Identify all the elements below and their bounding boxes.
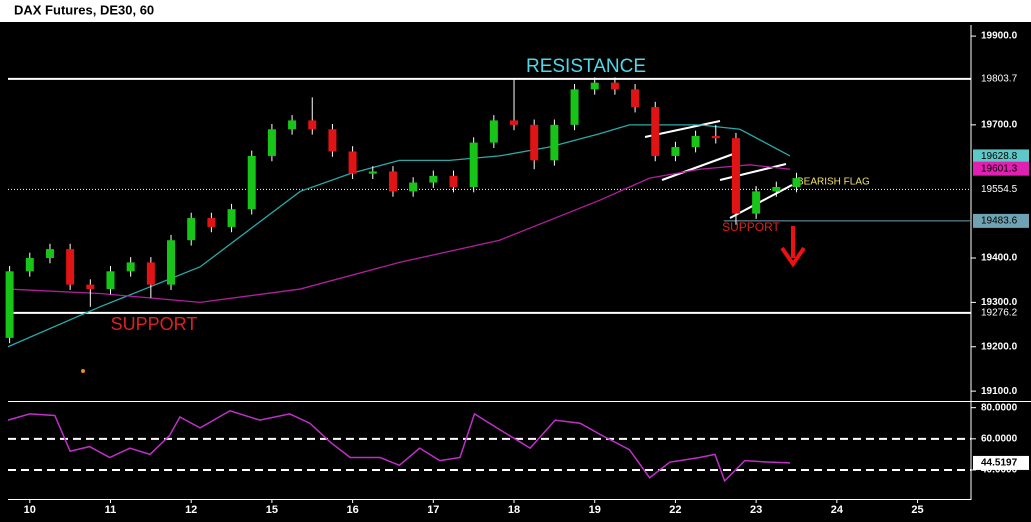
candle-body (792, 178, 801, 187)
rsi-tick-label: 80.0000 (981, 402, 1018, 413)
channel-line (719, 163, 787, 181)
candle-body (449, 175, 458, 187)
candle-body (126, 262, 135, 272)
candle-body (510, 120, 519, 125)
support-label-box (973, 213, 1029, 228)
x-tick-label: 17 (427, 504, 439, 516)
rsi-current-box (973, 455, 1029, 470)
candle-body (429, 175, 438, 183)
candle-body (409, 182, 418, 192)
level-label-box (973, 182, 1029, 197)
candle-body (610, 82, 619, 90)
candle-body (167, 240, 176, 285)
x-tick-label: 10 (24, 504, 36, 516)
price-label: 19601.3 (981, 163, 1018, 174)
y-tick-label: 19400.0 (981, 253, 1018, 264)
x-tick-label: 18 (508, 504, 520, 516)
candle-body (388, 171, 397, 192)
y-tick-label: 19700.0 (981, 119, 1018, 130)
candle-body (671, 147, 680, 156)
candle-body (691, 135, 700, 148)
candle-body (469, 142, 478, 187)
candle-body (187, 218, 196, 241)
candle-body (328, 129, 337, 152)
candle-body (25, 257, 34, 272)
channel-line (661, 152, 737, 181)
support-label-value: 19483.6 (981, 216, 1018, 227)
candle-body (66, 249, 75, 285)
candle-body (530, 124, 539, 161)
candle-body (489, 120, 498, 143)
candle-body (731, 138, 740, 214)
candle-body (308, 120, 317, 130)
y-tick-label: 19300.0 (981, 297, 1018, 308)
candle-body (207, 218, 216, 227)
candle-body (288, 120, 297, 130)
rsi-tick-label: 40.0000 (981, 465, 1018, 476)
x-tick-label: 16 (346, 504, 358, 516)
level-label: 19276.2 (981, 308, 1018, 319)
candle-body (711, 135, 720, 139)
rsi-current-label: 44.5197 (981, 458, 1018, 469)
y-tick-label: 19200.0 (981, 341, 1018, 352)
moving-average (7, 164, 791, 304)
x-tick-label: 15 (266, 504, 278, 516)
candle-body (772, 186, 781, 192)
x-tick-label: 19 (589, 504, 601, 516)
candle-body (348, 151, 357, 174)
y-tick-label: 19100.0 (981, 386, 1018, 397)
x-tick-label: 24 (831, 504, 844, 516)
price-label-box (973, 161, 1029, 176)
candle-body (550, 124, 559, 161)
candle-body (651, 107, 660, 156)
level-label: 19803.7 (981, 73, 1018, 84)
candle-body (86, 284, 95, 290)
x-tick-label: 22 (669, 504, 681, 516)
x-tick-label: 23 (750, 504, 762, 516)
candle-body (5, 271, 14, 338)
candle-body (247, 155, 256, 210)
candle-body (368, 171, 377, 174)
candle-body (570, 89, 579, 125)
arrow-head (780, 246, 806, 268)
candle-body (106, 271, 115, 290)
price-label: 19628.8 (981, 151, 1018, 162)
rsi-tick-label: 60.0000 (981, 433, 1018, 444)
level-label-box (973, 71, 1029, 86)
candle-body (590, 82, 599, 90)
down-arrow (780, 226, 806, 268)
candle-body (45, 249, 54, 258)
support-label: SUPPORT (722, 220, 780, 234)
level-label-box (973, 305, 1029, 320)
flag-channels (644, 120, 793, 219)
flag-label: BEARISH FLAG (797, 177, 870, 188)
candle-body (631, 89, 640, 108)
channel-line (729, 184, 793, 219)
price-label-box (973, 149, 1029, 164)
candle-body (227, 209, 236, 227)
x-tick-label: 12 (185, 504, 197, 516)
y-tick-label: 19900.0 (981, 31, 1018, 42)
x-tick-label: 25 (911, 504, 923, 516)
level-label: 19554.5 (981, 184, 1018, 195)
marker-dot (81, 369, 85, 373)
resistance-label: RESISTANCE (526, 56, 646, 77)
x-tick-label: 11 (105, 504, 117, 516)
candle-body (267, 129, 276, 156)
candle-body (146, 262, 155, 285)
rsi-line (7, 409, 791, 483)
title-bar (0, 0, 1031, 22)
candle-body (752, 191, 761, 214)
chart-title: DAX Futures, DE30, 60 (14, 2, 154, 17)
support-label: SUPPORT (111, 314, 198, 334)
